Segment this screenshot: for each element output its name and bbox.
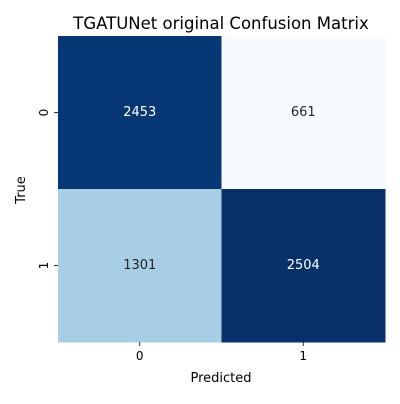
y-tick-label: 1 [37,262,51,270]
heatmap-cell-r1-c1 [221,189,386,343]
y-axis-ticks: 01 [37,109,58,270]
x-tick-label: 0 [136,349,144,363]
cell-value-label: 661 [291,105,316,120]
heatmap-cell-r0-c0 [58,36,222,190]
heatmap-cells: 2453 661 1301 2504 [58,36,386,343]
x-tick-label: 1 [299,349,307,363]
heatmap-cell-r0-c1 [221,36,386,190]
cell-value-label: 2504 [287,258,320,273]
x-axis-label: Predicted [190,371,251,386]
y-tick-label: 0 [37,109,51,117]
heatmap-cell-r1-c0 [58,189,222,343]
cell-value-label: 1301 [123,258,156,273]
y-axis-label: True [14,176,29,205]
chart-title: TGATUNet original Confusion Matrix [72,14,369,33]
cell-value-label: 2453 [123,105,156,120]
